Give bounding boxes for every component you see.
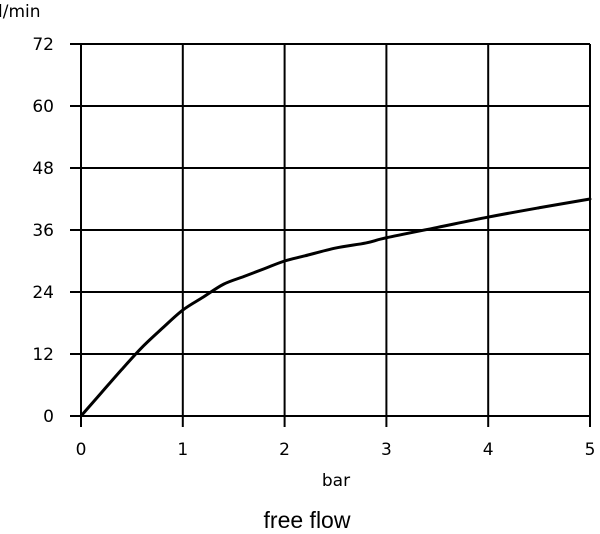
x-tick-label: 3 — [381, 440, 392, 460]
grid-lines — [70, 43, 591, 427]
y-tick-label: 60 — [32, 97, 54, 117]
x-tick-label: 5 — [585, 440, 596, 460]
x-tick-label: 4 — [483, 440, 494, 460]
y-tick-label: 24 — [32, 283, 54, 303]
x-tick-label: 2 — [279, 440, 290, 460]
x-axis-label: bar — [322, 471, 350, 491]
y-tick-label: 12 — [32, 345, 54, 365]
y-tick-label: 0 — [43, 407, 54, 427]
y-axis-label: l/min — [0, 2, 41, 22]
y-tick-label: 48 — [32, 159, 54, 179]
series-line — [79, 197, 592, 418]
chart-caption: free flow — [264, 507, 351, 533]
x-tick-label: 1 — [177, 440, 188, 460]
x-tick-label: 0 — [76, 440, 87, 460]
y-tick-label: 36 — [32, 221, 54, 241]
y-tick-label: 72 — [32, 35, 54, 55]
